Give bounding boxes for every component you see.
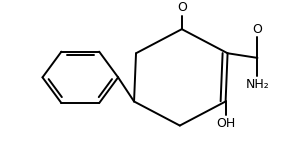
Text: O: O bbox=[253, 23, 262, 36]
Text: OH: OH bbox=[216, 117, 235, 130]
Text: NH₂: NH₂ bbox=[246, 78, 269, 91]
Text: O: O bbox=[177, 1, 187, 14]
